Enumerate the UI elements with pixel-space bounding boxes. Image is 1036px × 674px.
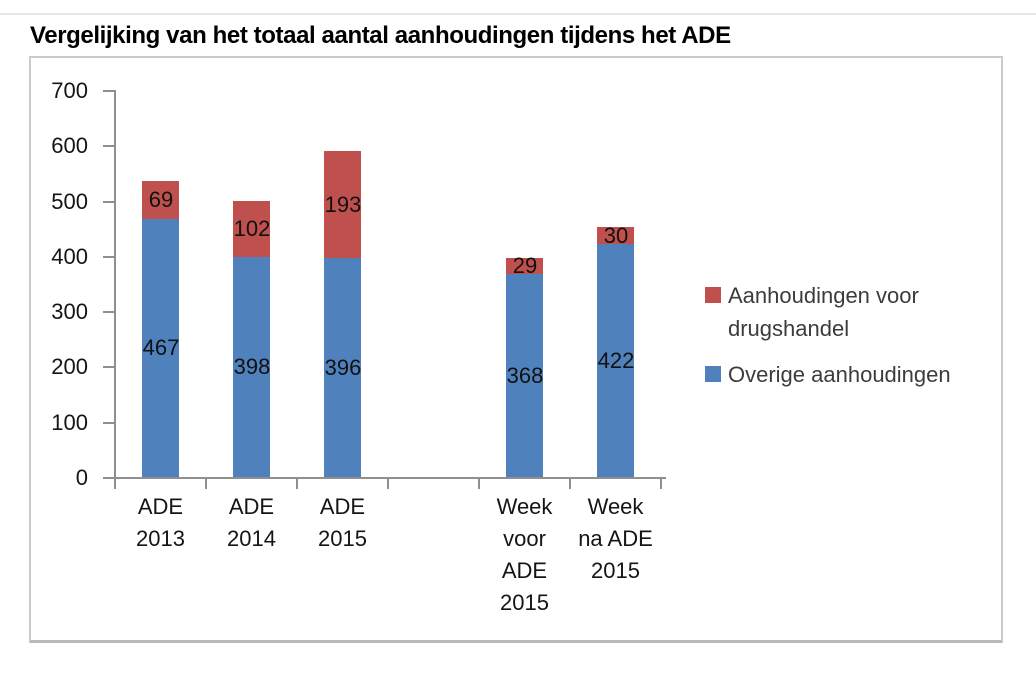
x-tick [296, 477, 298, 489]
legend-swatch-icon [705, 366, 721, 382]
plot-area: 0 100 200 300 400 500 600 700 ADE 2013 467 69 ADE 2… [31, 58, 1001, 640]
legend-swatch-icon [705, 287, 721, 303]
bar-segment-drugshandel [233, 201, 270, 257]
y-axis-line [114, 90, 116, 479]
y-tick [103, 90, 115, 92]
x-category-label: ADE 2015 [318, 494, 367, 551]
x-tick [478, 477, 480, 489]
bar-value-label-drugshandel: 30 [603, 223, 629, 248]
y-tick-label: 300 [51, 299, 88, 324]
bar-segment-drugshandel [506, 258, 543, 274]
x-axis-line [103, 477, 666, 479]
legend-item: Aanhoudingen voor drugshandel [705, 279, 995, 345]
legend: Aanhoudingen voor drugshandel Overige aan… [705, 279, 995, 391]
chart-frame: 0 100 200 300 400 500 600 700 ADE 2013 467 69 ADE 2… [29, 56, 1003, 643]
bar-value-label-overige: 396 [324, 355, 362, 380]
bar-value-label-drugshandel: 102 [233, 216, 271, 241]
bar-value-label-overige: 467 [142, 335, 180, 360]
x-tick [205, 477, 207, 489]
chart-title: Vergelijking van het totaal aantal aanho… [30, 22, 731, 49]
bar-value-label-overige: 422 [597, 348, 635, 373]
x-tick [114, 477, 116, 489]
bar-value-label-overige: 368 [506, 363, 544, 388]
y-tick [103, 477, 115, 479]
legend-label: Aanhoudingen voor drugshandel [728, 283, 919, 341]
x-tick [387, 477, 389, 489]
y-tick-label: 700 [51, 78, 88, 103]
bar-value-label-drugshandel: 29 [512, 253, 538, 278]
y-tick [103, 311, 115, 313]
y-tick-label: 500 [51, 189, 88, 214]
y-tick-label: 600 [51, 133, 88, 158]
bar-segment-overige-aanhoudingen [142, 219, 179, 477]
x-category-label: Week na ADE 2015 [578, 494, 653, 583]
legend-label: Overige aanhoudingen [728, 362, 951, 387]
x-category-label: ADE 2013 [136, 494, 185, 551]
y-tick [103, 256, 115, 258]
legend-item: Overige aanhoudingen [705, 358, 995, 391]
y-tick [103, 201, 115, 203]
y-tick-label: 400 [51, 244, 88, 269]
bar-segment-overige-aanhoudingen [233, 257, 270, 477]
x-category-label: ADE 2014 [227, 494, 276, 551]
y-tick-label: 200 [51, 354, 88, 379]
y-tick [103, 145, 115, 147]
bar-segment-drugshandel [597, 227, 634, 244]
bar-value-label-drugshandel: 69 [148, 187, 174, 212]
y-tick-label: 100 [51, 410, 88, 435]
bar-segment-overige-aanhoudingen [597, 244, 634, 477]
x-tick [660, 477, 662, 489]
bar-value-label-overige: 398 [233, 354, 271, 379]
x-category-label: Week voor ADE 2015 [496, 494, 553, 615]
y-tick-label: 0 [75, 465, 88, 490]
bar-segment-drugshandel [142, 181, 179, 219]
bar-segment-drugshandel [324, 151, 361, 258]
bar-segment-overige-aanhoudingen [506, 274, 543, 477]
y-tick [103, 422, 115, 424]
y-tick [103, 366, 115, 368]
bar-segment-overige-aanhoudingen [324, 258, 361, 477]
top-rule-line [0, 13, 1036, 15]
x-tick [569, 477, 571, 489]
bar-value-label-drugshandel: 193 [324, 192, 362, 217]
